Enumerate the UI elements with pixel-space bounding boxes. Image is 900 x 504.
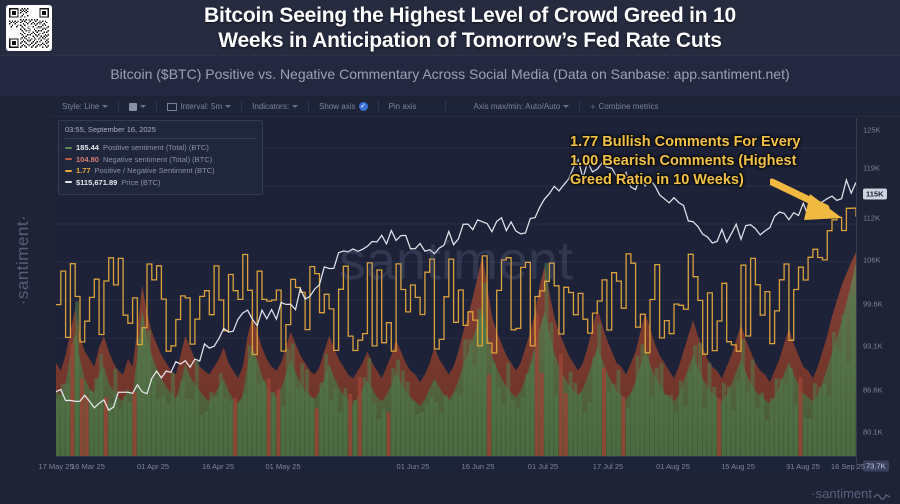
chart-canvas[interactable] (56, 118, 856, 456)
x-tick: 16 Mar 25 (71, 462, 105, 471)
legend-color-swatch (65, 146, 72, 149)
x-tick: 17 Jul 25 (592, 462, 624, 471)
x-tick: 16 Jun 25 (461, 462, 495, 471)
legend-value: $115,671.89 (76, 177, 118, 187)
legend-color-swatch (65, 158, 72, 160)
legend-item-ratio[interactable]: 1.77 Positive / Negative Sentiment (BTC) (65, 166, 256, 175)
pin-axis-toggle[interactable]: Pin axis (383, 100, 423, 113)
toolbar-divider (377, 101, 379, 112)
bottom-watermark: ·santiment (811, 486, 890, 501)
x-tick: 17 May 25 (38, 462, 74, 471)
chart-svg (56, 118, 856, 456)
x-tick: 15 Aug 25 (721, 462, 755, 471)
svg-text:S: S (27, 26, 31, 33)
toolbar-divider (118, 101, 120, 112)
legend-item-negative[interactable]: 104.80 Negative sentiment (Total) (BTC) (65, 155, 256, 164)
style-selector[interactable]: Style: Line (56, 100, 114, 113)
range-bracket-icon (167, 102, 178, 111)
chart-toolbar: Style: Line Interval: 5m Indicators: Sho… (50, 97, 900, 117)
title-line-1: Bitcoin Seeing the Highest Level of Crow… (204, 4, 736, 27)
subtitle-bar: Bitcoin ($BTC) Positive vs. Negative Com… (0, 56, 900, 96)
y-tick: 73.7K (863, 460, 889, 472)
axis-minmax-selector[interactable]: Axis max/min: Auto/Auto (468, 100, 576, 113)
y-tick: 125K (863, 125, 881, 135)
legend-item-price[interactable]: $115,671.89 Price (BTC) (65, 178, 256, 187)
chevron-down-icon (292, 105, 299, 108)
show-axis-label: Show axis (319, 102, 356, 111)
legend-value: 185.44 (76, 143, 99, 152)
indicators-selector[interactable]: Indicators: (246, 100, 304, 113)
legend-label: Price (BTC) (121, 177, 161, 187)
squiggle-icon (874, 494, 890, 500)
left-watermark: ·santiment· (13, 214, 32, 306)
checkmark-icon: ✓ (358, 102, 368, 111)
x-tick: 16 Sep 25 (830, 462, 866, 471)
y-tick: 112K (863, 213, 880, 223)
x-tick: 31 Aug 25 (786, 462, 820, 471)
y-tick: 93.1K (863, 341, 883, 351)
header-bar: S Bitcoin Seeing the Highest Level of Cr… (0, 0, 900, 56)
show-axis-toggle[interactable]: Show axis ✓ (313, 100, 373, 113)
x-tick: 01 May 25 (265, 462, 301, 471)
chart-legend: 03:55, September 16, 2025 185.44 Positiv… (58, 120, 263, 195)
y-tick: 80.1K (863, 427, 883, 437)
legend-value: 104.80 (76, 154, 99, 164)
x-tick: 01 Jul 25 (527, 462, 559, 471)
legend-label: Negative sentiment (Total) (BTC) (102, 154, 213, 164)
y-axis[interactable]: 125K 119K 115K 112K 106K 99.6K 93.1K 86.… (856, 118, 900, 472)
legend-item-positive[interactable]: 185.44 Positive sentiment (Total) (BTC) (65, 143, 256, 152)
combine-metrics-label: Combine metrics (598, 102, 659, 111)
legend-color-swatch (65, 169, 72, 172)
indicators-label: Indicators: (252, 102, 290, 111)
qr-code-icon[interactable]: S (6, 5, 52, 51)
chevron-down-icon (225, 105, 232, 108)
series-line-ratio (56, 207, 856, 356)
style-label: Style: Line (62, 102, 100, 111)
toolbar-divider (241, 101, 243, 112)
axis-minmax-label: Axis max/min: Auto/Auto (473, 102, 561, 111)
toolbar-divider (444, 101, 446, 112)
series-line-price (56, 157, 856, 412)
legend-label: Positive / Negative Sentiment (BTC) (94, 166, 215, 175)
series-columns (56, 262, 856, 456)
chevron-down-icon (563, 105, 570, 108)
y-tick: 106K (863, 255, 881, 265)
color-swatch-icon (129, 102, 138, 111)
legend-color-swatch (65, 181, 72, 183)
title-line-2: Weeks in Anticipation of Tomorrow’s Fed … (218, 29, 722, 52)
color-selector[interactable] (123, 101, 152, 113)
series-layer (56, 157, 856, 456)
x-axis[interactable]: 16 Mar 25 01 Apr 25 16 Apr 25 01 May 25 … (38, 456, 865, 476)
chart-subtitle: Bitcoin ($BTC) Positive vs. Negative Com… (110, 66, 790, 82)
chevron-down-icon (140, 105, 147, 108)
legend-value: 1.77 (76, 166, 91, 175)
plus-icon: + (590, 101, 596, 112)
y-tick: 99.6K (863, 299, 883, 309)
x-tick: 01 Aug 25 (656, 462, 690, 471)
toolbar-divider (579, 101, 581, 112)
x-tick: 01 Apr 25 (136, 462, 170, 471)
x-tick: 01 Jun 25 (396, 462, 430, 471)
legend-timestamp: 03:55, September 16, 2025 (65, 125, 156, 134)
y-tick: 119K (863, 163, 880, 173)
page-title: Bitcoin Seeing the Highest Level of Crow… (90, 3, 850, 53)
toolbar-divider (308, 101, 310, 112)
left-gutter (0, 97, 56, 476)
combine-metrics-button[interactable]: + Combine metrics (584, 100, 664, 114)
y-tick-current-price: 115K (863, 188, 887, 200)
legend-label: Positive sentiment (Total) (BTC) (102, 143, 209, 152)
interval-selector[interactable]: Interval: 5m (161, 100, 237, 113)
x-tick: 16 Apr 25 (201, 462, 235, 471)
bottom-watermark-text: ·santiment (811, 486, 872, 501)
interval-label: Interval: 5m (180, 102, 223, 111)
chevron-down-icon (102, 105, 109, 108)
pin-axis-label: Pin axis (388, 102, 417, 111)
toolbar-divider (156, 101, 158, 112)
footer-strip (0, 476, 900, 504)
legend-divider (65, 138, 256, 139)
y-tick: 86.6K (863, 385, 883, 395)
annotation-arrow-icon (770, 178, 842, 220)
